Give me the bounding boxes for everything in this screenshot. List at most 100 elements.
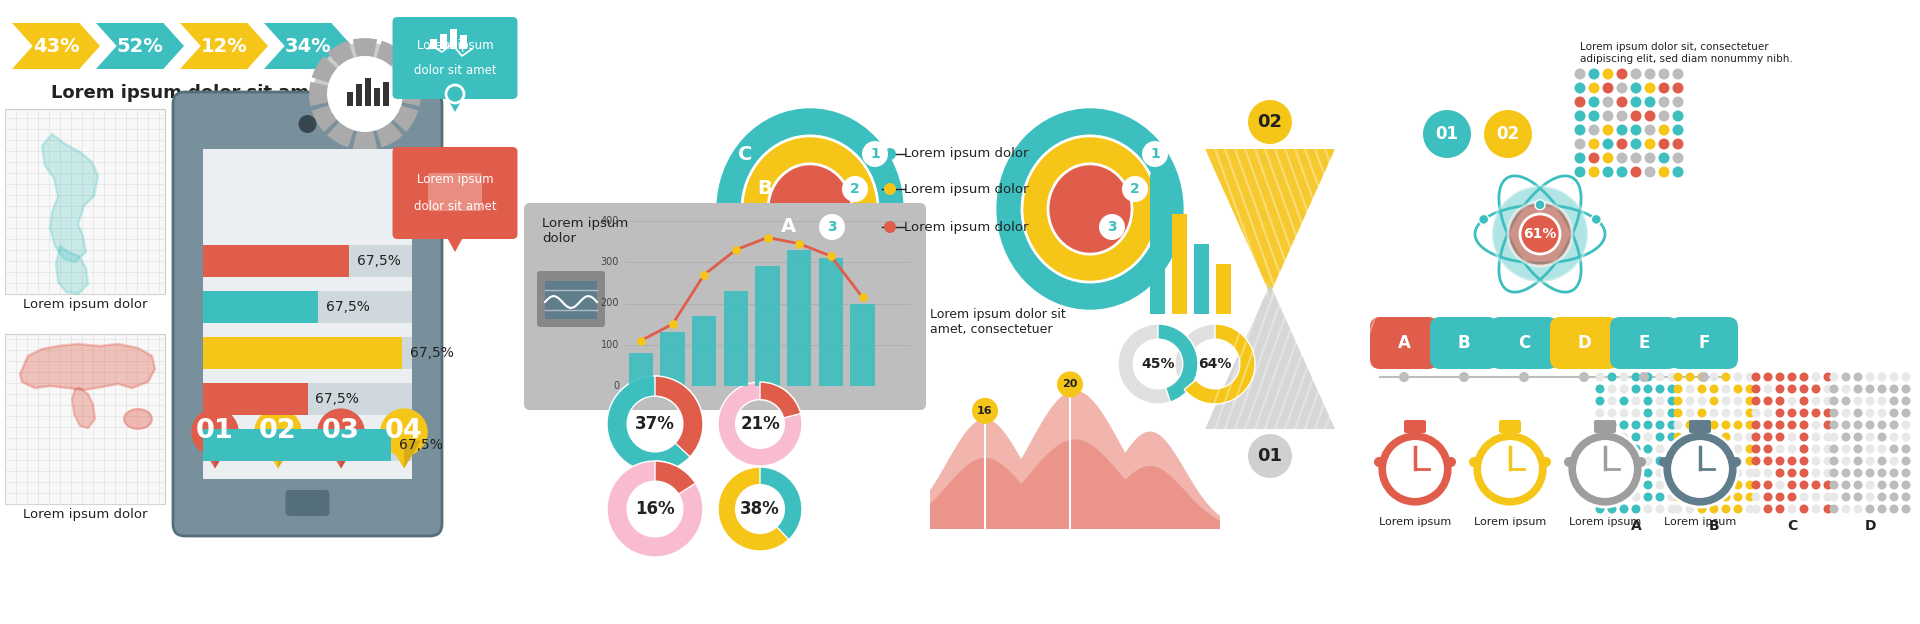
Bar [204,149,413,479]
Circle shape [1830,444,1839,454]
Circle shape [1889,444,1899,454]
Circle shape [1889,396,1899,406]
Wedge shape [1175,324,1256,404]
Circle shape [1811,421,1820,429]
Circle shape [1788,469,1797,477]
Circle shape [1751,432,1761,442]
Circle shape [1763,469,1772,477]
FancyBboxPatch shape [1500,420,1521,433]
Text: Lorem ipsum: Lorem ipsum [1569,517,1642,527]
Circle shape [1655,421,1665,429]
Text: 34%: 34% [284,36,332,56]
Circle shape [1697,373,1707,381]
Bar [1171,214,1187,314]
Circle shape [1672,125,1684,135]
Circle shape [1630,167,1642,177]
Wedge shape [655,461,695,494]
Text: 12%: 12% [200,36,248,56]
Bar [204,429,392,461]
Circle shape [1492,186,1588,282]
Circle shape [1644,469,1653,477]
Bar [440,34,447,49]
Circle shape [1519,372,1528,382]
Circle shape [1607,457,1617,466]
Circle shape [1596,444,1605,454]
Circle shape [1901,384,1910,394]
Polygon shape [326,41,353,66]
Polygon shape [180,23,269,69]
Circle shape [1763,432,1772,442]
Circle shape [1619,421,1628,429]
Circle shape [1607,492,1617,502]
Circle shape [1745,469,1755,477]
Circle shape [1799,409,1809,417]
Circle shape [1788,432,1797,442]
Circle shape [1841,396,1851,406]
Circle shape [1811,492,1820,502]
Circle shape [1697,469,1707,477]
Circle shape [1776,469,1784,477]
Circle shape [1632,504,1640,514]
Bar [1215,264,1231,314]
Circle shape [1697,384,1707,394]
Circle shape [1776,432,1784,442]
Text: B: B [1709,519,1718,533]
Circle shape [1734,444,1743,454]
Polygon shape [394,56,419,82]
Circle shape [1588,152,1599,163]
Text: A: A [780,218,795,236]
FancyBboxPatch shape [392,17,518,99]
Circle shape [1824,409,1832,417]
Text: 43%: 43% [33,36,79,56]
Circle shape [1751,480,1761,489]
Circle shape [1686,492,1695,502]
Circle shape [1788,457,1797,466]
Text: B: B [1457,334,1471,352]
Circle shape [1058,371,1083,397]
Circle shape [1878,504,1887,514]
Circle shape [1799,384,1809,394]
Bar [660,333,685,386]
Circle shape [1709,492,1718,502]
Circle shape [1607,504,1617,514]
Circle shape [1248,434,1292,478]
Text: A: A [1630,519,1642,533]
Circle shape [1619,373,1628,381]
Circle shape [1745,384,1755,394]
Bar [787,250,812,386]
Circle shape [1732,457,1741,467]
Circle shape [1776,492,1784,502]
Text: 61%: 61% [1523,227,1557,241]
FancyBboxPatch shape [1549,317,1619,369]
Polygon shape [96,23,184,69]
Ellipse shape [995,107,1185,311]
Circle shape [1734,396,1743,406]
Circle shape [1722,396,1730,406]
Circle shape [1617,152,1628,163]
Circle shape [1607,480,1617,489]
Circle shape [1776,480,1784,489]
Wedge shape [1158,324,1198,402]
FancyBboxPatch shape [524,203,925,410]
Circle shape [1709,457,1718,466]
Circle shape [1619,444,1628,454]
Ellipse shape [768,164,852,254]
Circle shape [1811,409,1820,417]
Text: 1: 1 [870,147,879,161]
Bar [374,88,380,106]
Circle shape [1751,504,1761,514]
Circle shape [1534,200,1546,210]
Circle shape [1645,152,1655,163]
Bar [204,383,413,415]
Circle shape [1734,384,1743,394]
Circle shape [1709,384,1718,394]
Wedge shape [760,467,803,540]
Circle shape [1636,457,1645,467]
Text: 67,5%: 67,5% [409,346,453,360]
Circle shape [1788,444,1797,454]
Circle shape [1776,396,1784,406]
Circle shape [1830,409,1839,417]
Bar [545,281,597,319]
Wedge shape [718,467,803,551]
Circle shape [1630,139,1642,150]
